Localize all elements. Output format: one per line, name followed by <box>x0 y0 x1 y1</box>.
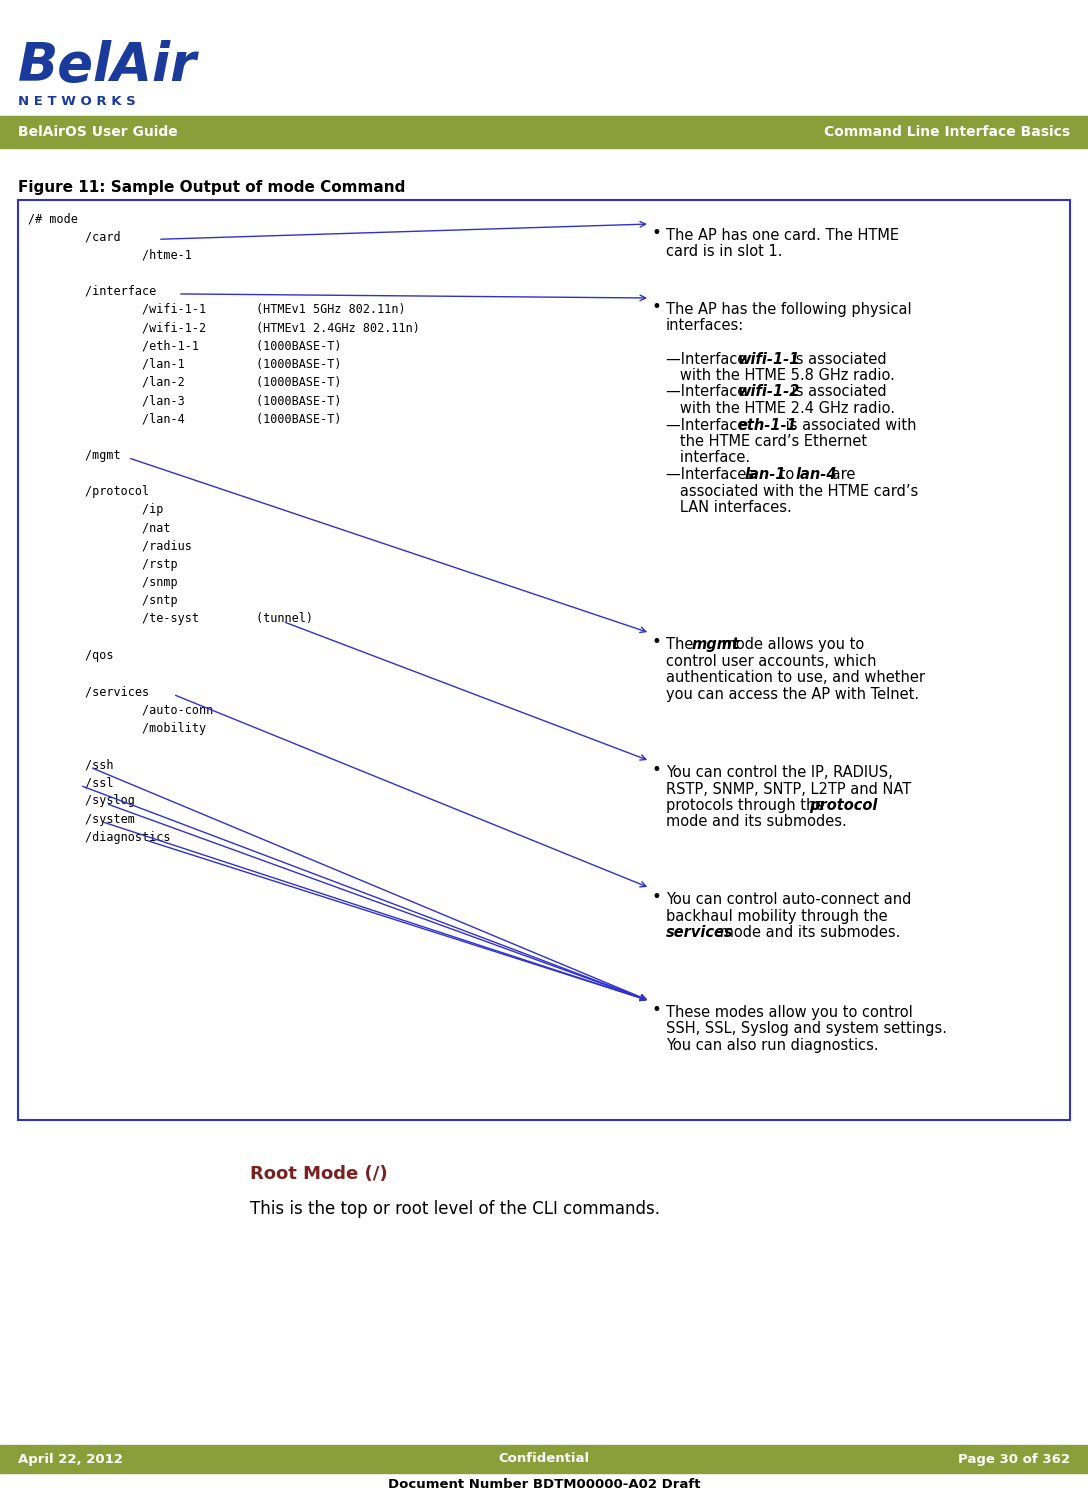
Text: associated with the HTME card’s: associated with the HTME card’s <box>666 484 918 499</box>
Text: You can also run diagnostics.: You can also run diagnostics. <box>666 1038 879 1053</box>
Text: Figure 11: Sample Output of mode Command: Figure 11: Sample Output of mode Command <box>18 180 406 195</box>
Text: /mobility: /mobility <box>28 722 206 734</box>
Text: interfaces:: interfaces: <box>666 319 744 334</box>
Text: /diagnostics: /diagnostics <box>28 831 171 843</box>
Bar <box>18 199 1070 1120</box>
Text: interface.: interface. <box>666 450 750 465</box>
Text: /ssh: /ssh <box>28 759 113 771</box>
Text: the HTME card’s Ethernet: the HTME card’s Ethernet <box>666 434 867 449</box>
Text: This is the top or root level of the CLI commands.: This is the top or root level of the CLI… <box>250 1200 660 1218</box>
Text: SSH, SSL, Syslog and system settings.: SSH, SSL, Syslog and system settings. <box>666 1021 947 1037</box>
Text: protocol: protocol <box>809 798 878 813</box>
Text: lan-1: lan-1 <box>744 467 786 482</box>
Text: —Interfaces: —Interfaces <box>666 467 758 482</box>
Text: You can control the IP, RADIUS,: You can control the IP, RADIUS, <box>666 765 892 780</box>
Text: •: • <box>652 224 662 242</box>
Text: —Interface: —Interface <box>666 352 751 367</box>
Text: is associated: is associated <box>787 352 887 367</box>
Text: mgmt: mgmt <box>692 638 740 653</box>
Text: /ssl: /ssl <box>28 777 113 789</box>
Text: /wifi-1-1       (HTMEv1 5GHz 802.11n): /wifi-1-1 (HTMEv1 5GHz 802.11n) <box>28 304 406 316</box>
Text: authentication to use, and whether: authentication to use, and whether <box>666 669 925 684</box>
Text: Document Number BDTM00000-A02 Draft: Document Number BDTM00000-A02 Draft <box>387 1478 701 1491</box>
Text: The: The <box>666 638 697 653</box>
Text: /ip: /ip <box>28 503 163 517</box>
Text: •: • <box>652 888 662 907</box>
Text: is associated: is associated <box>787 384 887 399</box>
Text: /eth-1-1        (1000BASE-T): /eth-1-1 (1000BASE-T) <box>28 340 342 352</box>
Text: you can access the AP with Telnet.: you can access the AP with Telnet. <box>666 686 919 701</box>
Text: wifi-1-2: wifi-1-2 <box>738 384 800 399</box>
Text: /sntp: /sntp <box>28 594 177 607</box>
Text: RSTP, SNMP, SNTP, L2TP and NAT: RSTP, SNMP, SNTP, L2TP and NAT <box>666 781 911 796</box>
Text: wifi-1-1: wifi-1-1 <box>738 352 800 367</box>
Text: —Interface: —Interface <box>666 417 751 432</box>
Text: /protocol: /protocol <box>28 485 149 499</box>
Text: eth-1-1: eth-1-1 <box>738 417 798 432</box>
Text: /htme-1: /htme-1 <box>28 248 191 261</box>
Text: /nat: /nat <box>28 521 171 535</box>
Text: —Interface: —Interface <box>666 384 751 399</box>
Text: card is in slot 1.: card is in slot 1. <box>666 245 782 260</box>
Text: services: services <box>666 925 733 940</box>
Text: LAN interfaces.: LAN interfaces. <box>666 500 792 515</box>
Text: •: • <box>652 633 662 651</box>
Text: /interface: /interface <box>28 284 157 298</box>
Text: BelAir: BelAir <box>18 39 197 92</box>
Bar <box>0 1445 1088 1473</box>
Text: Command Line Interface Basics: Command Line Interface Basics <box>824 125 1070 139</box>
Text: N E T W O R K S: N E T W O R K S <box>18 95 136 107</box>
Text: /radius: /radius <box>28 539 191 553</box>
Text: backhaul mobility through the: backhaul mobility through the <box>666 908 888 923</box>
Text: lan-4: lan-4 <box>795 467 838 482</box>
Text: •: • <box>652 1000 662 1018</box>
Text: April 22, 2012: April 22, 2012 <box>18 1452 123 1466</box>
Text: /lan-2          (1000BASE-T): /lan-2 (1000BASE-T) <box>28 376 342 388</box>
Text: BelAirOS User Guide: BelAirOS User Guide <box>18 125 177 139</box>
Text: /# mode: /# mode <box>28 212 78 225</box>
Text: /lan-1          (1000BASE-T): /lan-1 (1000BASE-T) <box>28 358 342 370</box>
Text: protocols through the: protocols through the <box>666 798 829 813</box>
Text: with the HTME 2.4 GHz radio.: with the HTME 2.4 GHz radio. <box>666 400 895 416</box>
Text: to: to <box>775 467 799 482</box>
Text: /mgmt: /mgmt <box>28 449 121 461</box>
Text: These modes allow you to control: These modes allow you to control <box>666 1005 913 1020</box>
Text: /snmp: /snmp <box>28 576 177 589</box>
Text: with the HTME 5.8 GHz radio.: with the HTME 5.8 GHz radio. <box>666 369 894 382</box>
Text: /wifi-1-2       (HTMEv1 2.4GHz 802.11n): /wifi-1-2 (HTMEv1 2.4GHz 802.11n) <box>28 322 420 334</box>
Text: •: • <box>652 762 662 780</box>
Text: Page 30 of 362: Page 30 of 362 <box>959 1452 1070 1466</box>
Text: /auto-conn: /auto-conn <box>28 704 213 716</box>
Text: /card: /card <box>28 230 121 243</box>
Text: /syslog: /syslog <box>28 795 135 807</box>
Text: /system: /system <box>28 813 135 825</box>
Text: is associated with: is associated with <box>781 417 916 432</box>
Text: mode and its submodes.: mode and its submodes. <box>666 814 846 830</box>
Text: Root Mode (/): Root Mode (/) <box>250 1165 387 1183</box>
Text: The AP has one card. The HTME: The AP has one card. The HTME <box>666 228 899 243</box>
Text: You can control auto-connect and: You can control auto-connect and <box>666 891 912 907</box>
Text: /te-syst        (tunnel): /te-syst (tunnel) <box>28 612 313 626</box>
Text: /lan-3          (1000BASE-T): /lan-3 (1000BASE-T) <box>28 394 342 406</box>
Text: /rstp: /rstp <box>28 558 177 571</box>
Text: The AP has the following physical: The AP has the following physical <box>666 302 912 317</box>
Text: control user accounts, which: control user accounts, which <box>666 653 877 668</box>
Text: are: are <box>827 467 855 482</box>
Text: Confidential: Confidential <box>498 1452 590 1466</box>
Text: mode allows you to: mode allows you to <box>717 638 864 653</box>
Text: /lan-4          (1000BASE-T): /lan-4 (1000BASE-T) <box>28 413 342 425</box>
Text: •: • <box>652 298 662 316</box>
Bar <box>0 116 1088 148</box>
Text: mode and its submodes.: mode and its submodes. <box>716 925 901 940</box>
Text: /qos: /qos <box>28 648 113 662</box>
Text: /services: /services <box>28 684 149 698</box>
